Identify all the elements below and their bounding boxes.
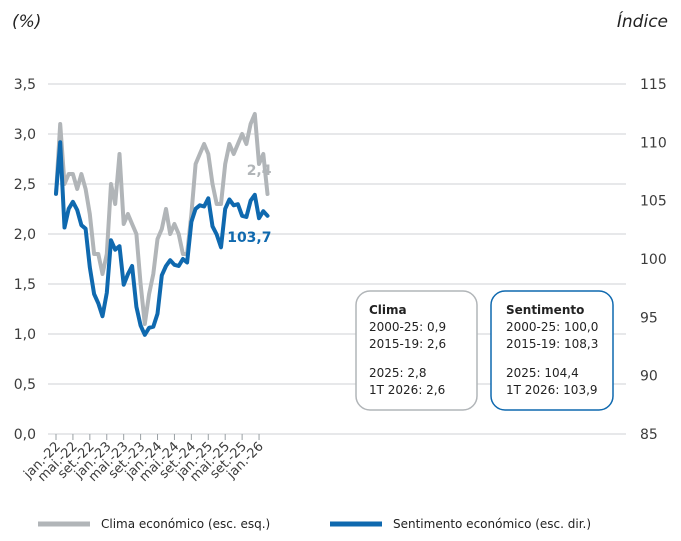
legend-label-sentimento: Sentimento económico (esc. dir.) (393, 517, 591, 531)
right-tick-label: 100 (640, 252, 667, 268)
clima-box-title: Clima (369, 303, 407, 317)
sentimento-end-label: 103,7 (227, 230, 271, 246)
clima-box-frame (355, 290, 478, 411)
right-tick-label: 110 (640, 135, 667, 151)
left-axis: 0,0 0,5 1,0 1,5 2,0 2,5 3,0 3,5 (14, 77, 36, 443)
left-tick-label: 1,5 (14, 277, 36, 293)
right-tick-label: 105 (640, 194, 667, 210)
sentimento-box-line: 2015-19: 108,3 (506, 337, 598, 351)
left-tick-label: 2,0 (14, 227, 36, 243)
right-tick-label: 95 (640, 310, 658, 326)
sentimento-box-line: 2000-25: 100,0 (506, 320, 598, 334)
sentimento-box-line: 1T 2026: 103,9 (506, 383, 598, 397)
clima-box-line: 2015-19: 2,6 (369, 337, 446, 351)
left-tick-label: 0,5 (14, 377, 36, 393)
left-tick-label: 2,5 (14, 177, 36, 193)
right-tick-label: 115 (640, 77, 667, 93)
clima-box-line: 2000-25: 0,9 (369, 320, 446, 334)
left-axis-unit: (%) (12, 12, 41, 32)
legend-label-clima: Clima económico (esc. esq.) (101, 517, 270, 531)
left-tick-label: 1,0 (14, 327, 36, 343)
left-tick-label: 3,5 (14, 77, 36, 93)
x-axis: jan.-22mai.-22set.-22jan.-23mai.-23set.-… (21, 434, 267, 485)
sentimento-box-frame (490, 290, 614, 411)
right-tick-label: 90 (640, 369, 658, 385)
sentimento-box-title: Sentimento (506, 303, 584, 317)
clima-box-line: 2025: 2,8 (369, 366, 426, 380)
clima-box-line: 1T 2026: 2,6 (369, 383, 445, 397)
right-axis: 85 90 95 100 105 110 115 (640, 77, 667, 443)
series-lines: 2,4 103,7 (54, 112, 272, 337)
sentimento-box-line: 2025: 104,4 (506, 366, 579, 380)
right-tick-label: 85 (640, 427, 658, 443)
left-tick-label: 0,0 (14, 427, 36, 443)
clima-end-label: 2,4 (247, 163, 272, 179)
clima-box: Clima 2000-25: 0,9 2015-19: 2,6 2025: 2,… (355, 290, 478, 411)
sentimento-box: Sentimento 2000-25: 100,0 2015-19: 108,3… (490, 290, 614, 411)
right-axis-unit: Índice (617, 10, 668, 32)
left-tick-label: 3,0 (14, 127, 36, 143)
legend: Clima económico (esc. esq.) Sentimento e… (38, 517, 591, 531)
